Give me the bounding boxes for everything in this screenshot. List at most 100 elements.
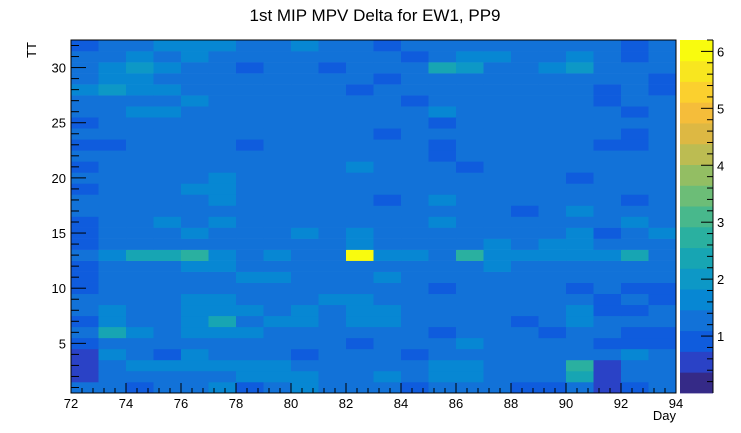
heatmap-cell xyxy=(621,271,649,283)
heatmap-cell xyxy=(181,260,209,272)
colorbar-swatch xyxy=(680,309,713,332)
heatmap-cell xyxy=(511,73,539,85)
heatmap-cell xyxy=(648,282,677,295)
heatmap-cell xyxy=(181,51,209,63)
x-tick-label: 84 xyxy=(394,396,408,411)
heatmap-cell xyxy=(538,359,567,372)
heatmap-cell xyxy=(208,359,237,372)
color-scale-bar: 1 2 3 4 5 6 xyxy=(680,39,724,394)
x-tick-label: 88 xyxy=(504,396,518,411)
heatmap-cell xyxy=(483,40,512,52)
heatmap-cell xyxy=(126,106,154,118)
heatmap-cell xyxy=(181,238,209,250)
heatmap-cell xyxy=(511,337,539,350)
heatmap-cell xyxy=(291,359,319,372)
heatmap-cell xyxy=(373,161,402,173)
heatmap-cell xyxy=(483,216,512,228)
heatmap-cell xyxy=(318,150,347,162)
heatmap-cell xyxy=(291,183,319,195)
heatmap-cell xyxy=(346,194,374,206)
heatmap-cell xyxy=(291,150,319,162)
heatmap-cell xyxy=(373,304,402,317)
heatmap-cell xyxy=(181,161,209,173)
heatmap-cell xyxy=(483,139,512,151)
heatmap-cell xyxy=(153,216,182,228)
heatmap-cell xyxy=(346,359,374,372)
heatmap-cell xyxy=(428,260,457,272)
heatmap-cell xyxy=(291,172,319,184)
heatmap-cell xyxy=(401,139,429,151)
heatmap-cell xyxy=(71,106,99,118)
heatmap-cell xyxy=(181,271,209,283)
heatmap-cell xyxy=(318,194,347,206)
heatmap-cell xyxy=(208,84,237,96)
heatmap-cell xyxy=(318,304,347,317)
heatmap-cell xyxy=(483,227,512,239)
heatmap-cell xyxy=(483,359,512,372)
heatmap-cell xyxy=(593,315,622,328)
heatmap-cell xyxy=(511,128,539,140)
heatmap-cell xyxy=(126,73,154,85)
heatmap-cell xyxy=(401,172,429,184)
heatmap-cell xyxy=(401,227,429,239)
heatmap-cell xyxy=(291,238,319,250)
heatmap-cell xyxy=(373,51,402,63)
heatmap-cell xyxy=(126,194,154,206)
heatmap-cell xyxy=(126,370,154,383)
heatmap-cell xyxy=(346,150,374,162)
heatmap-cell xyxy=(428,161,457,173)
heatmap-cell xyxy=(153,150,182,162)
heatmap-cell xyxy=(236,73,264,85)
heatmap-cell xyxy=(263,106,292,118)
heatmap-cell xyxy=(346,293,374,306)
heatmap-cell xyxy=(208,238,237,250)
heatmap-cell xyxy=(648,337,677,350)
heatmap-cell xyxy=(263,271,292,283)
heatmap-cell xyxy=(483,161,512,173)
heatmap-cell xyxy=(346,216,374,228)
heatmap-cell xyxy=(208,51,237,63)
x-tick-label: 74 xyxy=(119,396,133,411)
heatmap-cell xyxy=(483,304,512,317)
heatmap-cell xyxy=(208,139,237,151)
heatmap-cell xyxy=(593,227,622,239)
heatmap-cell xyxy=(291,381,319,394)
colorbar-swatch xyxy=(680,268,713,290)
heatmap-cell xyxy=(236,227,264,239)
heatmap-cell xyxy=(98,128,127,140)
heatmap-cell xyxy=(648,216,677,228)
heatmap-cell xyxy=(208,326,237,339)
heatmap-cell xyxy=(456,84,484,96)
heatmap-cell xyxy=(483,381,512,394)
heatmap-cell xyxy=(373,117,402,129)
colorbar-swatch xyxy=(680,330,713,352)
heatmap-cell xyxy=(621,216,649,228)
heatmap-cell xyxy=(208,282,237,295)
heatmap-cell xyxy=(538,172,567,184)
heatmap-cell xyxy=(263,337,292,350)
heatmap-cell xyxy=(538,73,567,85)
x-tick-label: 86 xyxy=(449,396,463,411)
heatmap-cell xyxy=(236,359,264,372)
heatmap-cell xyxy=(263,348,292,361)
heatmap-cell xyxy=(621,381,649,394)
colorbar-tick-label: 3 xyxy=(717,215,724,230)
heatmap-cell xyxy=(538,205,567,217)
heatmap-cell xyxy=(71,194,99,206)
heatmap-cell xyxy=(153,51,182,63)
heatmap-cell xyxy=(153,238,182,250)
heatmap-cell xyxy=(538,260,567,272)
heatmap-cell xyxy=(538,51,567,63)
heatmap-cell xyxy=(291,194,319,206)
heatmap-cell xyxy=(648,95,677,107)
heatmap-cell xyxy=(346,381,374,394)
heatmap-cell xyxy=(373,62,402,74)
heatmap-cell xyxy=(153,183,182,195)
heatmap-cell xyxy=(263,249,292,261)
heatmap-cell xyxy=(428,271,457,283)
heatmap-cell xyxy=(456,172,484,184)
heatmap-cell xyxy=(263,117,292,129)
heatmap-cell xyxy=(621,117,649,129)
heatmap-cell xyxy=(648,249,677,261)
heatmap-cell xyxy=(98,161,127,173)
